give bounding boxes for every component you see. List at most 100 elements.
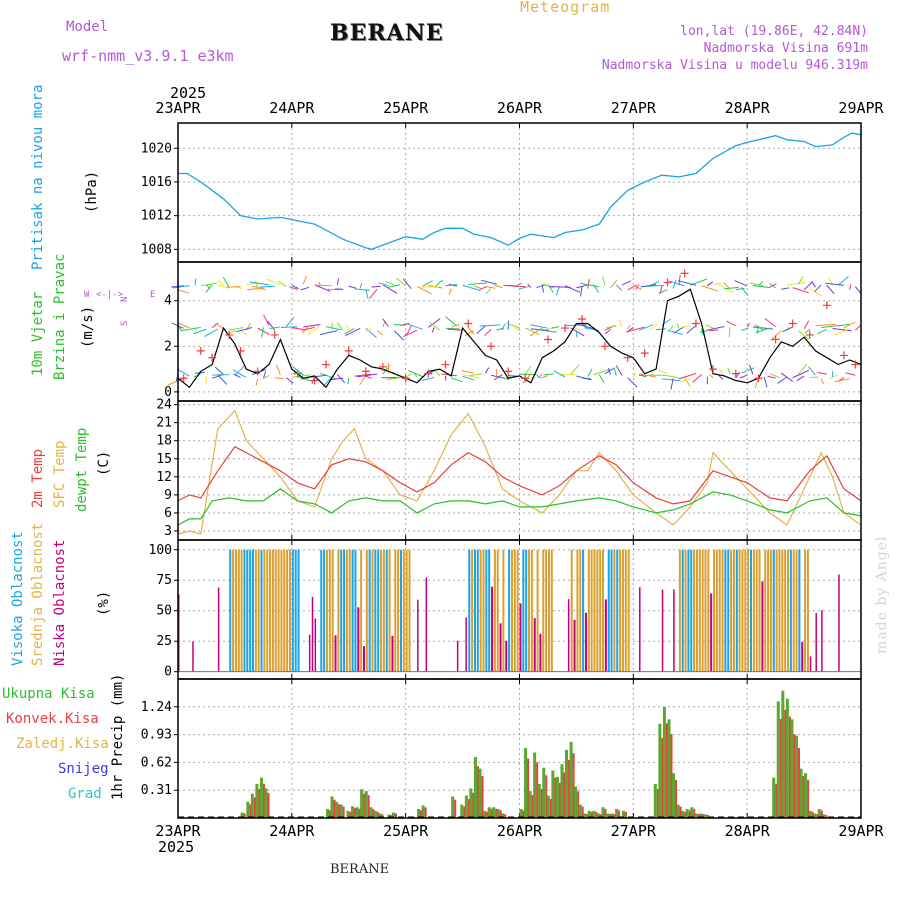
wind-direction-arrow: [574, 327, 583, 331]
cloud-bar: [280, 549, 283, 672]
precip-total-bar: [492, 807, 496, 818]
wind-direction-arrow: [849, 284, 852, 290]
cloud-bar: [602, 549, 605, 672]
wind-direction-arrow: [194, 278, 197, 286]
wind-direction-arrow: [829, 374, 839, 380]
cloud-bar: [314, 618, 317, 672]
wind-direction-arrow: [462, 374, 480, 379]
cloud-bar: [701, 549, 704, 672]
precip-total-bar: [524, 748, 528, 818]
cloud-bar: [792, 549, 795, 672]
wind-direction-arrow: [364, 375, 372, 379]
cloud-bar: [806, 549, 809, 672]
cloud-bar: [482, 549, 485, 672]
wind-direction-arrow: [445, 316, 458, 327]
precip-convective-bar: [472, 792, 475, 818]
cloud-bar: [596, 549, 599, 672]
wind-direction-arrow: [300, 378, 309, 380]
wind-gust-point: [179, 374, 188, 383]
precip-total-bar: [662, 706, 666, 818]
wind-direction-arrow: [576, 323, 594, 330]
wind-direction-arrow: [356, 373, 378, 378]
wind-gust-point: [771, 335, 780, 344]
wind-direction-arrow: [447, 328, 463, 331]
wind-gust-point: [270, 330, 279, 339]
wind-direction-arrow: [371, 285, 381, 288]
cloud-bar: [547, 549, 550, 672]
wind-direction-arrow: [613, 367, 617, 376]
cloud-bar: [704, 549, 707, 672]
cloud-bar: [567, 599, 570, 672]
cloud-bar: [752, 549, 755, 672]
cloud-bar: [343, 549, 346, 672]
wind-direction-arrow: [524, 366, 532, 375]
wind-gust-point: [578, 314, 587, 323]
wind-direction-arrow: [814, 284, 822, 293]
wind-direction-arrow: [448, 283, 458, 287]
precip-convective-bar: [797, 747, 800, 818]
wind-direction-arrow: [610, 279, 618, 288]
cloud-bar: [473, 549, 476, 672]
precip-total-bar: [364, 791, 368, 818]
cloud-bar: [584, 612, 587, 672]
precip-total-bar: [387, 814, 391, 818]
wind-direction-arrow: [606, 325, 617, 329]
cloud-bar: [542, 549, 545, 672]
wind-direction-arrow: [684, 377, 691, 387]
precip-convective-bar: [563, 772, 566, 818]
wind-gust-point: [378, 362, 387, 371]
wind-direction-arrow: [661, 378, 681, 382]
cloud-bar: [510, 549, 513, 672]
precip-convective-bar: [595, 811, 598, 818]
precip-total-bar: [460, 804, 464, 818]
precip-convective-bar: [395, 813, 398, 818]
wind-direction-arrow: [285, 317, 295, 327]
precip-convective-bar: [793, 734, 796, 818]
wind-direction-arrow: [382, 284, 398, 294]
x-tick-label-bottom: 25APR: [383, 822, 429, 840]
cloud-bar: [297, 549, 300, 672]
wind-direction-arrow: [347, 377, 350, 385]
cloud-bar: [311, 596, 314, 672]
cloud-bar: [405, 549, 408, 672]
cloud-bar: [417, 599, 419, 672]
wind-gust-point: [600, 342, 609, 351]
x-tick-label-top: 28APR: [725, 99, 771, 117]
cloud-bar: [368, 549, 371, 672]
cloud-bar: [781, 549, 784, 672]
precip-convective-bar: [363, 793, 366, 818]
wind-direction-arrow: [570, 364, 580, 375]
x-tick-label-bottom: 29APR: [838, 822, 884, 840]
station-title: BERANE: [330, 20, 444, 46]
precip-convective-bar: [372, 808, 375, 818]
cloud-bar: [732, 549, 735, 672]
cloud-bar: [380, 549, 383, 672]
wind-direction-arrow: [547, 284, 554, 293]
precip-convective-bar: [675, 779, 678, 818]
wind-direction-arrow: [288, 286, 298, 290]
wind-direction-arrow: [302, 275, 307, 285]
wind-direction-arrow: [218, 280, 224, 286]
wind-direction-arrow: [451, 377, 463, 383]
wind-direction-arrow: [536, 329, 557, 333]
wind-direction-arrow: [706, 326, 725, 331]
y-tick-label: 9: [164, 488, 172, 503]
cloud-bar: [738, 549, 741, 672]
cloud-bar: [590, 549, 593, 672]
wind-direction-arrow: [792, 287, 809, 294]
wind-direction-arrow: [263, 314, 270, 326]
precip-total-bar: [685, 809, 689, 818]
wind-gust-point: [663, 278, 672, 287]
cloud-bar: [789, 549, 792, 672]
wind-direction-arrow: [336, 322, 344, 331]
y-tick-label: 1016: [141, 175, 172, 190]
wind-direction-arrow: [726, 320, 737, 327]
precip-total-bar: [330, 796, 334, 818]
wind-direction-arrow: [735, 287, 745, 291]
precip-legend-total: Ukupna Kisa: [2, 686, 95, 702]
precip-convective-bar: [779, 718, 782, 818]
precip-total-bar: [421, 805, 425, 818]
wind-direction-arrow: [639, 373, 657, 378]
wind-direction-arrow: [204, 328, 219, 338]
precip-legend-freezing: Zaledj.Kisa: [16, 736, 109, 752]
